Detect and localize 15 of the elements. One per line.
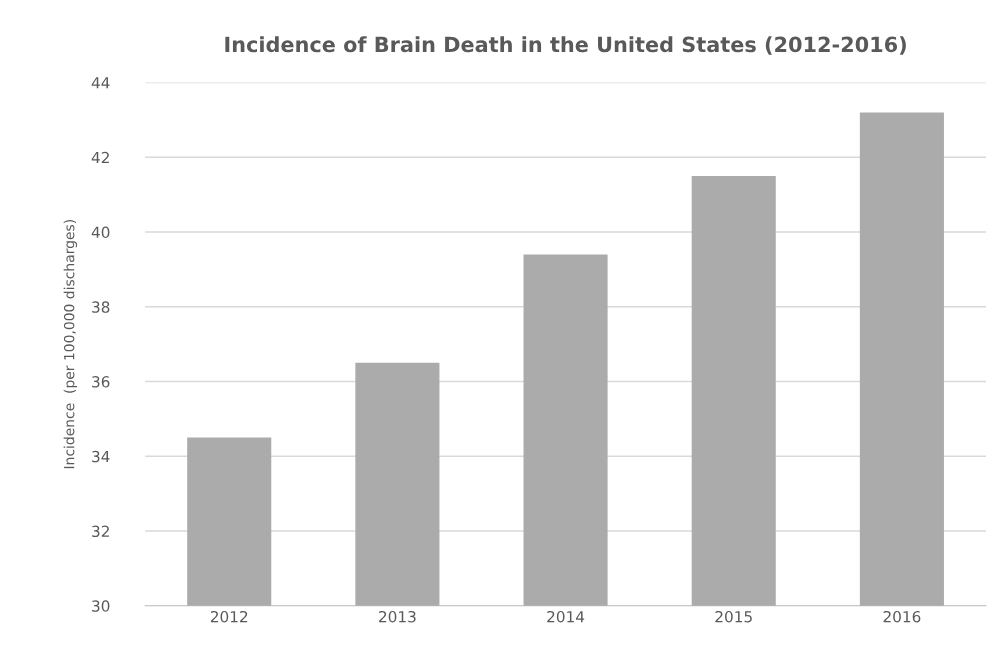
x-tick-label: 2012 [210, 610, 248, 623]
y-tick-label: 32 [92, 525, 109, 538]
y-tick-label: 38 [92, 301, 110, 313]
x-tick-label: 2013 [379, 610, 416, 623]
y-tick-label: 34 [92, 450, 110, 463]
y-axis-title: Incidence (per 100,000 discharges) [63, 220, 78, 469]
y-tick-label: 40 [91, 226, 110, 239]
y-tick-label: 42 [91, 151, 109, 164]
x-tick-label: 2015 [715, 610, 752, 623]
x-tick-label: 2016 [883, 610, 921, 623]
y-tick-label: 30 [92, 600, 110, 612]
x-tick-label: 2014 [547, 610, 585, 623]
y-tick-label: 44 [91, 77, 110, 89]
y-tick-label: 36 [92, 376, 110, 388]
chart-title: Incidence of Brain Death in the United States (2012-2016) [225, 36, 906, 55]
